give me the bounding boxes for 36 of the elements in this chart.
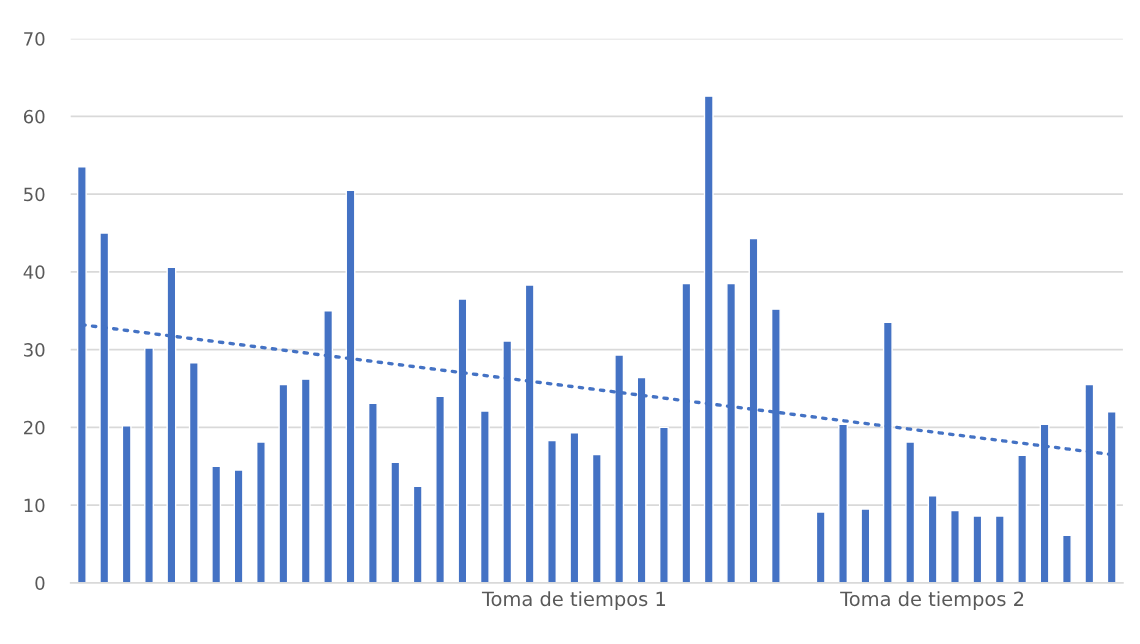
- y-tick-label: 70: [24, 32, 45, 46]
- y-tick-label: 20: [24, 420, 45, 435]
- bar: [211, 465, 222, 583]
- y-tick-label: 0: [35, 576, 45, 590]
- bar: [367, 402, 378, 583]
- bar: [815, 511, 826, 583]
- bar: [927, 495, 938, 583]
- bar: [278, 383, 289, 583]
- bar: [591, 453, 602, 583]
- bar: [121, 425, 132, 583]
- bar: [860, 508, 871, 583]
- y-tick-label: 60: [23, 109, 45, 124]
- bar: [905, 441, 916, 583]
- y-tick-label: 10: [24, 498, 45, 513]
- bar: [188, 362, 199, 583]
- bar: [1017, 454, 1028, 583]
- y-tick-label: 40: [23, 265, 45, 279]
- bar: [144, 347, 154, 583]
- bar: [412, 485, 423, 583]
- bar: [233, 469, 244, 583]
- bar: [479, 410, 490, 583]
- bar: [256, 441, 266, 583]
- x-tick-label: Toma de tiempos 2: [840, 591, 1024, 610]
- bar: [994, 515, 1005, 583]
- bar: [950, 509, 960, 583]
- y-tick-label: 50: [24, 187, 45, 202]
- bar: [390, 461, 401, 583]
- bar: [300, 378, 311, 583]
- bar: [547, 439, 557, 583]
- x-tick-label: Toma de tiempos 1: [481, 591, 666, 610]
- bar: [659, 426, 669, 583]
- y-tick-label: 30: [24, 343, 45, 357]
- bar: [435, 395, 446, 583]
- bar: [972, 515, 983, 583]
- bar: [1061, 534, 1072, 583]
- bar: [569, 432, 580, 583]
